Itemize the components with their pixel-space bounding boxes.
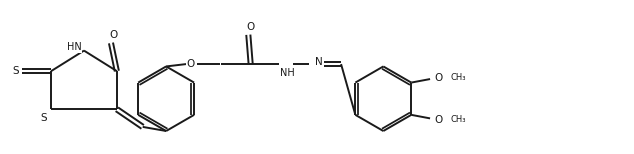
Text: O: O [110,30,118,40]
Text: S: S [40,113,47,122]
Text: O: O [434,115,443,125]
Text: N: N [315,57,323,67]
Text: S: S [13,66,19,76]
Text: O: O [246,22,254,32]
Text: CH₃: CH₃ [451,115,466,124]
Text: O: O [434,73,443,83]
Text: O: O [186,59,195,69]
Text: NH: NH [280,68,294,78]
Text: HN: HN [67,42,81,52]
Text: CH₃: CH₃ [451,73,466,82]
